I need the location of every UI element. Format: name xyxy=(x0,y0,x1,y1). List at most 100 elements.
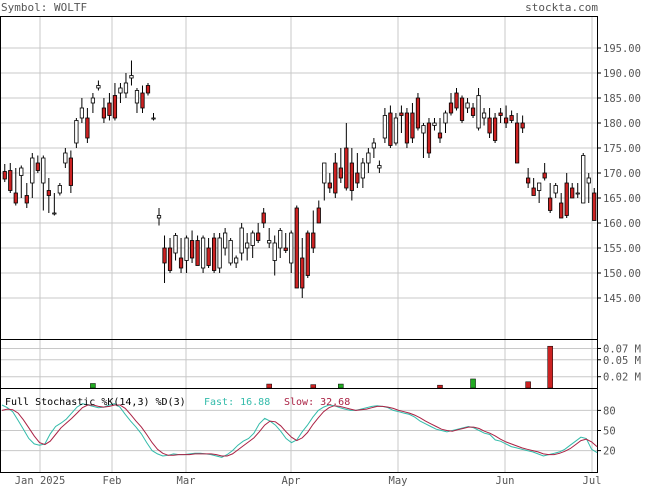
candle-body xyxy=(272,242,277,261)
candle xyxy=(570,183,575,199)
stochastic-slow-line xyxy=(1,404,598,457)
candle-body xyxy=(410,112,415,139)
symbol-label: Symbol: WOLTF xyxy=(1,1,87,14)
candle xyxy=(542,163,547,181)
candle xyxy=(278,228,283,258)
price-tick-label: 190.00 xyxy=(603,68,641,80)
candle xyxy=(509,110,514,123)
candle-body xyxy=(173,235,178,254)
volume-series xyxy=(90,345,553,389)
candle-body xyxy=(52,212,57,215)
candle xyxy=(173,233,178,261)
candle-body xyxy=(448,102,454,114)
candle-body xyxy=(41,157,46,184)
candle xyxy=(167,238,173,273)
candle-body xyxy=(245,242,250,249)
candle xyxy=(443,110,448,133)
date-axis: Jan 2025 Feb Mar Apr May Jun Jul xyxy=(15,475,602,486)
candle xyxy=(399,105,404,133)
candle xyxy=(96,80,101,91)
candle xyxy=(57,183,62,196)
candle-body xyxy=(355,172,360,184)
candle-body xyxy=(151,117,156,120)
candle xyxy=(531,178,536,196)
candle-body xyxy=(333,162,338,194)
candle xyxy=(415,93,421,131)
candle-body xyxy=(189,240,195,259)
candle-body xyxy=(570,187,575,199)
candle-body xyxy=(393,117,399,144)
candle-body xyxy=(586,177,591,184)
candle-body xyxy=(289,232,294,264)
volume-tick-label: 0.02 M xyxy=(603,372,641,384)
candle xyxy=(548,183,553,213)
candle-body xyxy=(178,257,184,269)
candle xyxy=(24,183,29,208)
candle xyxy=(553,183,558,198)
candle-body xyxy=(13,192,18,204)
candle xyxy=(371,138,376,158)
volume-bar xyxy=(525,381,531,389)
candle-body xyxy=(311,232,316,249)
candle-body xyxy=(581,155,586,204)
candle xyxy=(404,108,410,148)
candle-body xyxy=(79,107,84,119)
candle xyxy=(459,95,465,123)
candle-body xyxy=(200,237,206,269)
candle xyxy=(333,153,338,198)
candle-body xyxy=(167,247,173,271)
candle xyxy=(300,238,305,298)
stochastic-fast-label: Fast: 16.88 xyxy=(204,397,270,408)
candle-body xyxy=(470,107,476,116)
candle-body xyxy=(228,240,233,264)
candle xyxy=(79,98,84,123)
candle-body xyxy=(553,185,558,194)
candle xyxy=(256,223,261,243)
candle xyxy=(454,88,459,111)
candle-body xyxy=(2,171,7,180)
volume-bar xyxy=(547,345,553,389)
candle xyxy=(245,233,250,261)
candle-body xyxy=(162,247,167,264)
candle-body xyxy=(278,230,283,249)
candle-body xyxy=(459,97,465,121)
candle xyxy=(68,150,73,193)
candle xyxy=(327,173,332,193)
candle xyxy=(223,228,228,256)
candle xyxy=(118,83,123,103)
stochastic-tick-label: 50 xyxy=(603,426,616,438)
candle xyxy=(8,163,13,193)
candle xyxy=(195,235,200,266)
candle xyxy=(465,98,470,113)
candle-body xyxy=(239,227,244,254)
candle-body xyxy=(129,75,134,79)
stochastic-tick-label: 20 xyxy=(603,446,616,458)
candle-body xyxy=(366,152,371,164)
stochastic-series xyxy=(1,403,598,458)
price-tick-label: 195.00 xyxy=(603,43,641,55)
candle-body xyxy=(542,172,547,179)
candle-body xyxy=(118,87,123,94)
candle-body xyxy=(46,190,51,196)
date-tick-label: Jul xyxy=(583,475,602,486)
candle xyxy=(564,173,569,218)
candle-body xyxy=(476,95,481,129)
date-tick-label: Apr xyxy=(282,475,301,486)
candle-body xyxy=(35,162,40,171)
site-label: stockta.com xyxy=(525,1,598,14)
candle xyxy=(129,60,134,86)
candle-body xyxy=(211,237,217,271)
candle-body xyxy=(30,157,35,184)
candle-body xyxy=(487,117,492,134)
volume-panel-frame xyxy=(0,339,598,389)
candle-body xyxy=(360,162,365,179)
candle xyxy=(19,165,24,198)
date-tick-label: Feb xyxy=(103,475,122,486)
candle xyxy=(294,205,299,289)
candle-body xyxy=(184,237,189,261)
candle xyxy=(338,148,343,183)
volume-bar xyxy=(338,383,344,389)
candle xyxy=(470,103,476,118)
candle-body xyxy=(498,112,503,116)
candlestick-series xyxy=(2,60,597,298)
